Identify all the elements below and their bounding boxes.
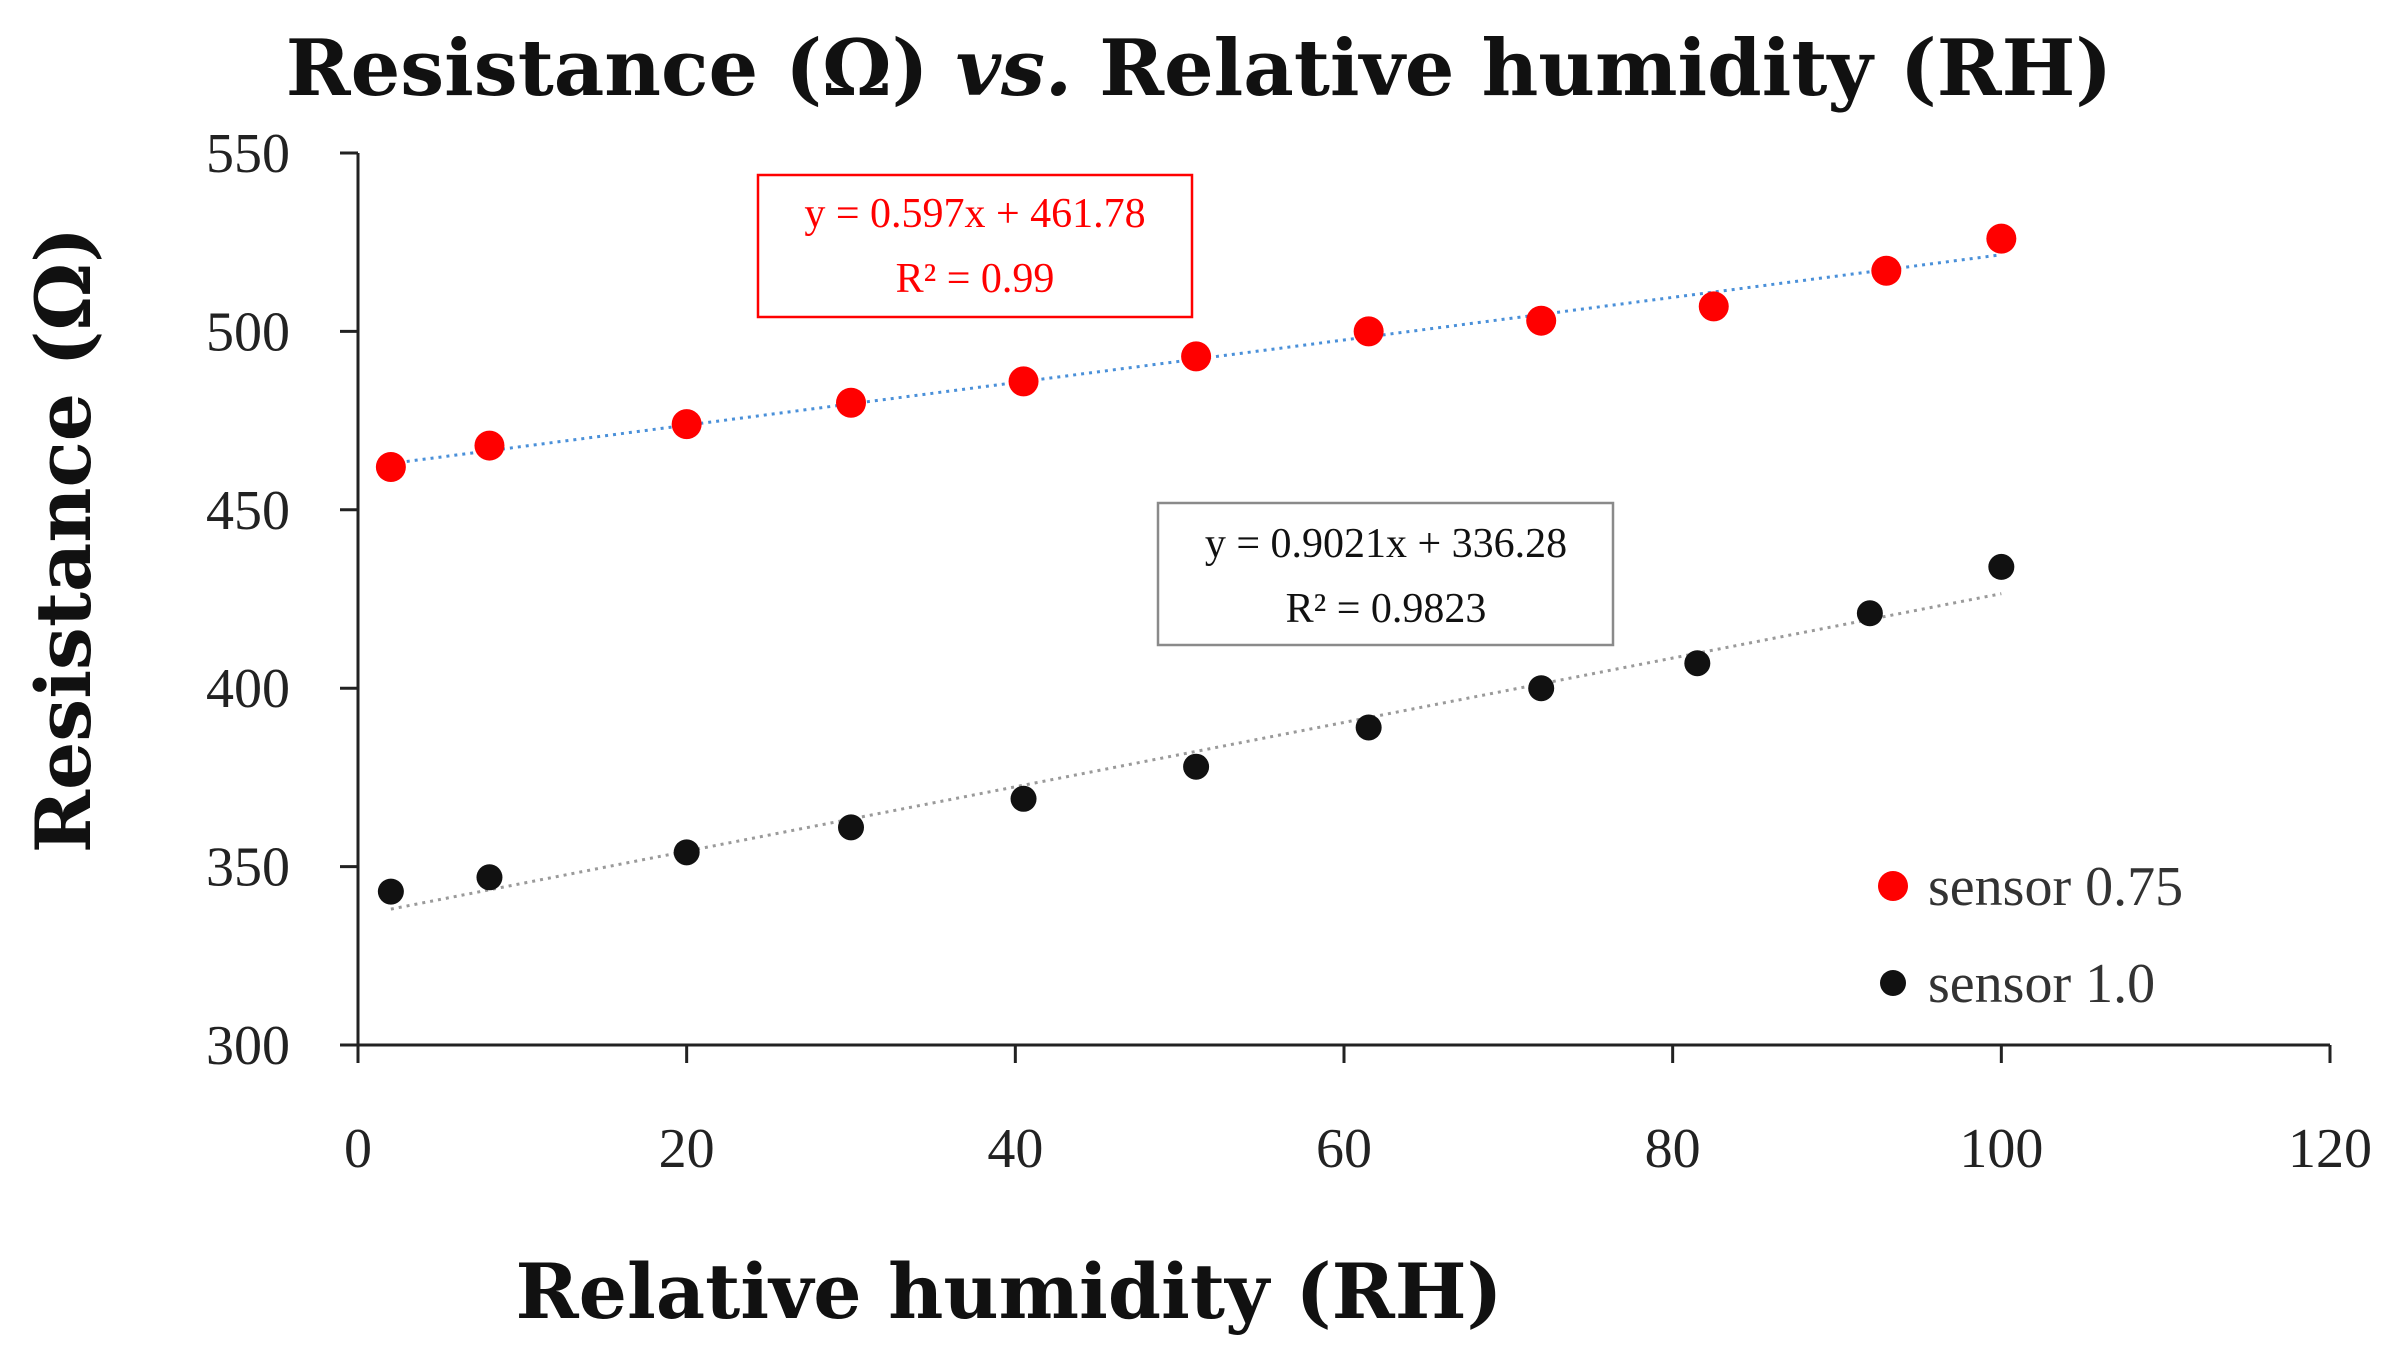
y-axis-title: Resistance (Ω)	[19, 227, 108, 853]
data-point-series-0	[1181, 341, 1212, 372]
data-point-series-1	[1856, 600, 1883, 627]
chart-title: Resistance (Ω) vs. Relative humidity (RH…	[286, 23, 2112, 114]
equation-box-sensor-075: y = 0.597x + 461.78 R² = 0.99	[756, 173, 1194, 319]
data-point-series-1	[1183, 753, 1210, 780]
legend: sensor 0.75 sensor 1.0	[1878, 856, 2183, 1015]
data-point-series-0	[1353, 316, 1384, 347]
y-tick-label: 450	[206, 480, 290, 542]
data-point-series-1	[1528, 675, 1555, 702]
chart-title-italic: vs.	[956, 23, 1072, 114]
equation-box-frame-sensor-075	[756, 173, 1194, 319]
data-point-series-1	[673, 839, 700, 866]
data-point-series-0	[1526, 305, 1557, 336]
x-tick-label: 80	[1645, 1118, 1701, 1180]
y-tick-label: 400	[206, 658, 290, 720]
y-tick-label: 500	[206, 301, 290, 363]
x-axis-title: Relative humidity (RH)	[516, 1247, 1503, 1336]
data-point-series-1	[838, 814, 864, 841]
r2-text-sensor-075: R² = 0.99	[896, 256, 1055, 302]
x-tick-label: 0	[344, 1118, 372, 1180]
r2-text-sensor-10: R² = 0.9823	[1286, 586, 1487, 632]
data-point-series-1	[1988, 553, 2015, 580]
x-tick-label: 60	[1316, 1118, 1372, 1180]
equation-text-sensor-10: y = 0.9021x + 336.28	[1205, 521, 1567, 567]
y-ticks: 300 350 400 450 500 550	[206, 123, 358, 1077]
data-point-series-1	[377, 878, 404, 905]
data-points	[375, 223, 2017, 905]
x-tick-label: 120	[2288, 1118, 2372, 1180]
data-point-series-1	[476, 864, 503, 891]
data-point-series-0	[474, 430, 505, 461]
chart-title-part1: Resistance (Ω)	[286, 23, 956, 114]
legend-marker-sensor-075	[1878, 871, 1908, 901]
x-ticks: 0 20 40 60 80 100 120	[344, 1045, 2372, 1180]
data-point-series-0	[1986, 223, 2017, 254]
legend-label-sensor-075: sensor 0.75	[1928, 856, 2183, 918]
y-tick-label: 350	[206, 837, 290, 899]
legend-label-sensor-10: sensor 1.0	[1928, 953, 2155, 1015]
equation-box-frame-sensor-10	[1156, 501, 1615, 647]
data-point-series-0	[671, 409, 702, 440]
x-tick-label: 100	[1959, 1118, 2043, 1180]
trendline-series-0	[390, 253, 2002, 465]
y-tick-label: 300	[206, 1015, 290, 1077]
trendline-series-1	[390, 592, 2002, 911]
data-point-series-0	[836, 387, 866, 418]
chart-title-part2: Relative humidity (RH)	[1072, 23, 2112, 114]
data-point-series-0	[1008, 366, 1039, 397]
y-tick-label: 550	[206, 123, 290, 185]
data-point-series-1	[1355, 714, 1382, 741]
trendlines	[390, 253, 2002, 911]
legend-marker-sensor-10	[1880, 970, 1906, 996]
data-point-series-0	[375, 451, 406, 482]
x-tick-label: 40	[987, 1118, 1043, 1180]
x-tick-label: 20	[659, 1118, 715, 1180]
equation-text-sensor-075: y = 0.597x + 461.78	[804, 191, 1145, 237]
data-point-series-1	[1010, 785, 1037, 812]
data-point-series-1	[1684, 650, 1711, 677]
equation-box-sensor-10: y = 0.9021x + 336.28 R² = 0.9823	[1156, 501, 1615, 647]
data-point-series-0	[1871, 255, 1902, 286]
data-point-series-0	[1698, 291, 1729, 322]
